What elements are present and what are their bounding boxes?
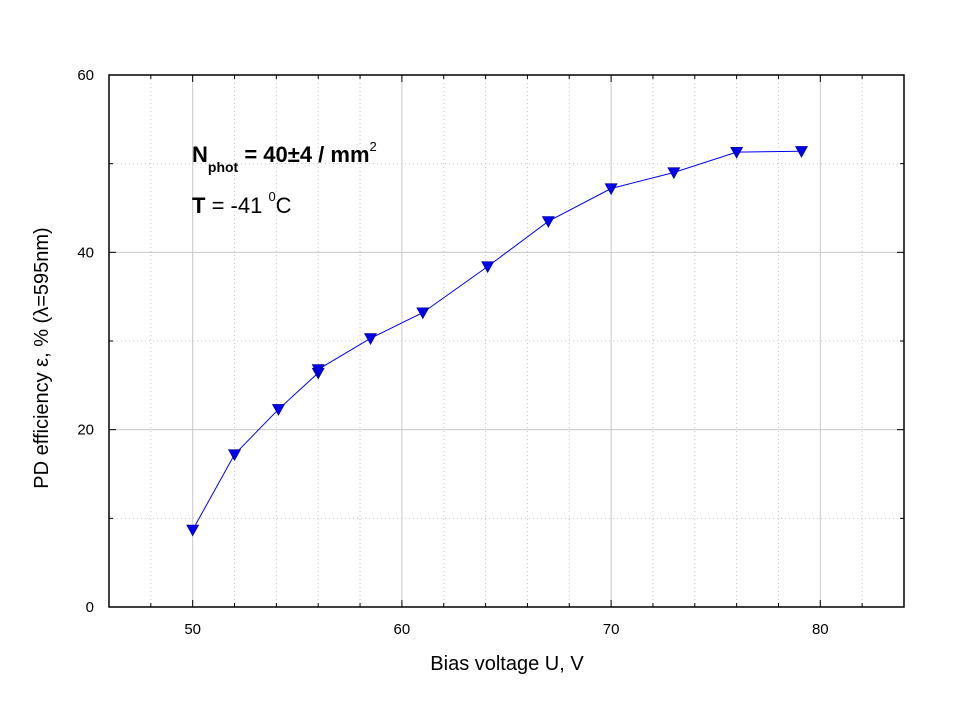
data-point-marker [667, 167, 681, 180]
annotation-nphot-n: N [192, 142, 208, 167]
annotation-temperature: T = -41 0C [192, 189, 292, 218]
annotation-nphot-sub: phot [208, 159, 239, 175]
y-tick-label: 40 [77, 244, 94, 261]
annotation-nphot-text: = 40±4 / mm [238, 142, 369, 167]
plot-border [108, 74, 905, 608]
annotation-temperature-sup: 0 [268, 189, 275, 204]
data-point-marker [186, 524, 200, 537]
y-tick-label: 20 [77, 422, 94, 439]
x-tick-label: 60 [394, 621, 411, 638]
data-point-marker [228, 449, 242, 462]
annotation-temperature-text: = -41 [205, 193, 268, 218]
annotation-nphot: Nphot = 40±4 / mm2 [192, 139, 377, 175]
annotation-temperature-unit: C [276, 193, 292, 218]
annotation-temperature-t: T [192, 193, 206, 218]
data-markers [186, 146, 808, 537]
data-point-marker [794, 146, 808, 158]
data-point-marker [604, 183, 618, 196]
y-axis-title: PD efficiency ε, % (λ=595nm) [31, 227, 53, 488]
data-point-marker [364, 333, 378, 345]
axis-ticks [108, 74, 905, 608]
data-point-marker [730, 147, 744, 159]
x-tick-label: 50 [184, 621, 201, 638]
data-point-marker [311, 364, 325, 376]
x-tick-label: 70 [603, 621, 620, 638]
grid [108, 75, 905, 607]
data-point-marker [541, 216, 555, 228]
y-tick-label: 0 [86, 599, 94, 616]
data-point-marker [416, 307, 430, 320]
data-point-marker [481, 261, 495, 274]
y-tick-label: 60 [77, 67, 94, 84]
x-axis-title: Bias voltage U, V [430, 653, 584, 675]
x-tick-label: 80 [812, 621, 829, 638]
annotation-nphot-sup: 2 [370, 139, 377, 154]
plot-frame [108, 74, 905, 608]
data-point-marker [271, 404, 285, 416]
